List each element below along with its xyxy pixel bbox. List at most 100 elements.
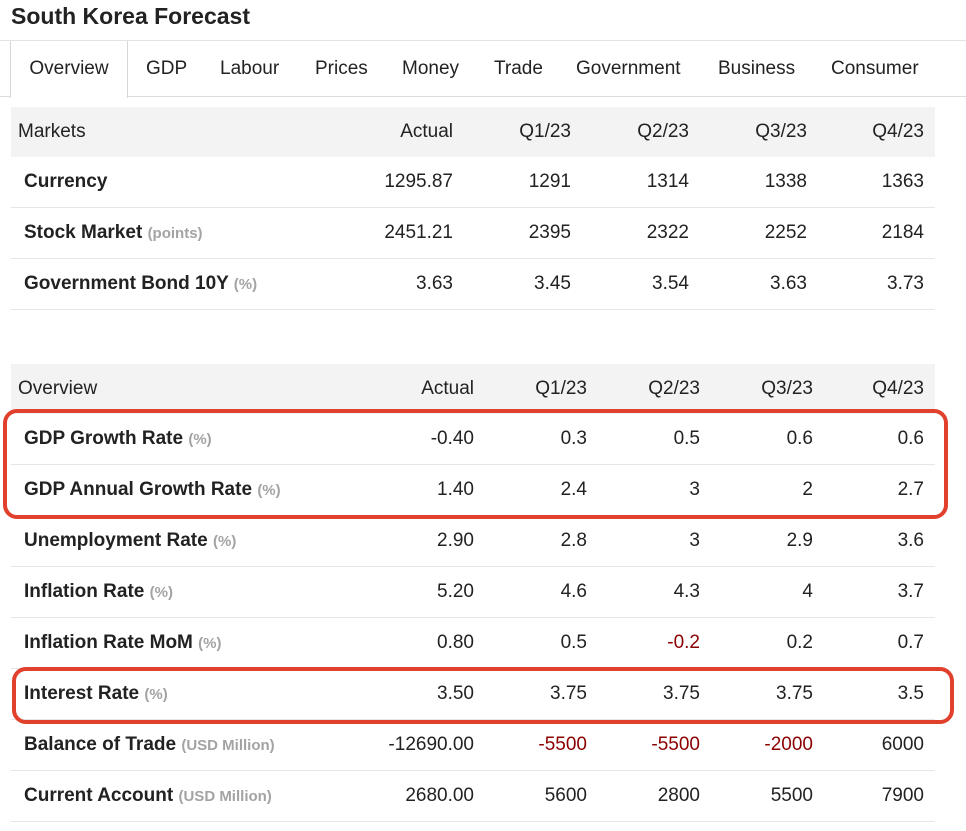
tab-business[interactable]: Business [718, 58, 796, 79]
table-cell: 3.5 [813, 668, 935, 720]
table-cell: 2.4 [474, 464, 587, 516]
table-cell: 3.75 [474, 668, 587, 720]
tab-gdp[interactable]: GDP [146, 58, 188, 79]
table-cell: 5500 [700, 770, 813, 822]
row-label[interactable]: Balance of Trade (USD Million) [11, 719, 361, 771]
table-cell: 3.63 [689, 258, 807, 310]
table-cell: 3.54 [571, 258, 689, 310]
table-cell: 6000 [813, 719, 935, 771]
row-label[interactable]: GDP Annual Growth Rate (%) [11, 464, 361, 516]
overview-header-q3: Q3/23 [700, 364, 813, 414]
row-label[interactable]: Current Account (USD Million) [11, 770, 361, 822]
table-cell: 0.7 [813, 617, 935, 669]
table-cell: 1314 [571, 157, 689, 208]
row-label[interactable]: GDP Growth Rate (%) [11, 414, 361, 465]
table-cell: 1363 [807, 157, 935, 208]
tab-trade[interactable]: Trade [494, 58, 543, 79]
table-row: Balance of Trade (USD Million) -12690.00-… [11, 719, 935, 771]
tab-labour[interactable]: Labour [220, 58, 280, 79]
table-cell: 1295.87 [341, 157, 453, 208]
table-cell: 0.6 [700, 414, 813, 465]
table-cell: 0.6 [813, 414, 935, 465]
row-name[interactable]: Current Account [24, 785, 174, 806]
row-label[interactable]: Interest Rate (%) [11, 668, 361, 720]
table-cell: 3.63 [341, 258, 453, 310]
table-cell: 1291 [453, 157, 571, 208]
table-cell: 0.5 [587, 414, 700, 465]
table-row: Stock Market (points) 2451.21 2395 2322 … [11, 207, 935, 259]
overview-header-q2: Q2/23 [587, 364, 700, 414]
table-cell: 3.7 [813, 566, 935, 618]
unit-label: (points) [147, 225, 203, 242]
table-cell: 4.3 [587, 566, 700, 618]
markets-header-actual: Actual [341, 107, 453, 157]
table-cell: 4 [700, 566, 813, 618]
unit-label: (USD Million) [181, 737, 275, 754]
table-cell: 2395 [453, 207, 571, 259]
table-cell: -2000 [700, 719, 813, 771]
row-name[interactable]: Government Bond 10Y [24, 273, 229, 294]
overview-header-q4: Q4/23 [813, 364, 935, 414]
table-cell: 2184 [807, 207, 935, 259]
table-row: Interest Rate (%) 3.50 3.75 3.75 3.75 3.5 [11, 668, 935, 720]
row-label[interactable]: Government Bond 10Y (%) [11, 258, 341, 310]
row-name[interactable]: Balance of Trade [24, 734, 177, 755]
row-name[interactable]: Currency [24, 171, 108, 192]
unit-label: (%) [188, 431, 212, 448]
row-label[interactable]: Stock Market (points) [11, 207, 341, 259]
overview-table: Overview Actual Q1/23 Q2/23 Q3/23 Q4/23 … [11, 364, 935, 822]
unit-label: (%) [233, 276, 258, 293]
table-cell: 3.75 [700, 668, 813, 720]
row-name[interactable]: GDP Annual Growth Rate [24, 479, 253, 500]
table-cell: 2 [700, 464, 813, 516]
unit-label: (USD Million) [178, 788, 272, 805]
unit-label: (%) [212, 533, 237, 550]
overview-header-row: Overview Actual Q1/23 Q2/23 Q3/23 Q4/23 [11, 364, 935, 414]
table-cell: -5500 [474, 719, 587, 771]
page-title: South Korea Forecast [11, 3, 250, 29]
row-label[interactable]: Currency [11, 157, 341, 208]
table-row: Currency 1295.87 1291 1314 1338 1363 [11, 157, 935, 208]
tab-consumer[interactable]: Consumer [831, 58, 919, 79]
row-label[interactable]: Inflation Rate MoM (%) [11, 617, 361, 669]
table-cell: 0.5 [474, 617, 587, 669]
table-cell: 0.2 [700, 617, 813, 669]
tab-prices[interactable]: Prices [315, 58, 368, 79]
tab-overview[interactable]: Overview [10, 41, 128, 98]
table-cell: 2322 [571, 207, 689, 259]
table-cell: 0.3 [474, 414, 587, 465]
row-name[interactable]: Inflation Rate [24, 581, 145, 602]
row-name[interactable]: Inflation Rate MoM [24, 632, 193, 653]
row-name[interactable]: GDP Growth Rate [24, 428, 184, 449]
table-row: GDP Annual Growth Rate (%) 1.40 2.4 3 2 2.7 [11, 464, 935, 516]
row-name[interactable]: Interest Rate [24, 683, 140, 704]
table-cell: 5600 [474, 770, 587, 822]
table-cell: -0.2 [587, 617, 700, 669]
table-row: Unemployment Rate (%) 2.90 2.8 3 2.9 3.6 [11, 515, 935, 567]
table-cell: 3.73 [807, 258, 935, 310]
table-cell: 1338 [689, 157, 807, 208]
table-row: Government Bond 10Y (%) 3.63 3.45 3.54 3… [11, 258, 935, 310]
row-label[interactable]: Inflation Rate (%) [11, 566, 361, 618]
table-cell: 2.90 [361, 515, 474, 567]
row-name[interactable]: Unemployment Rate [24, 530, 208, 551]
row-label[interactable]: Unemployment Rate (%) [11, 515, 361, 567]
table-cell: 5.20 [361, 566, 474, 618]
table-cell: 2800 [587, 770, 700, 822]
row-name[interactable]: Stock Market [24, 222, 143, 243]
table-cell: 7900 [813, 770, 935, 822]
unit-label: (%) [198, 635, 222, 652]
overview-header-actual: Actual [361, 364, 474, 414]
table-row: Inflation Rate (%) 5.20 4.6 4.3 4 3.7 [11, 566, 935, 618]
markets-header-label: Markets [11, 107, 341, 157]
tab-government[interactable]: Government [576, 58, 681, 79]
overview-header-q1: Q1/23 [474, 364, 587, 414]
markets-header-q2: Q2/23 [571, 107, 689, 157]
table-cell: -12690.00 [361, 719, 474, 771]
table-cell: 3.50 [361, 668, 474, 720]
table-cell: -5500 [587, 719, 700, 771]
table-cell: 2451.21 [341, 207, 453, 259]
table-cell: 2252 [689, 207, 807, 259]
tab-money[interactable]: Money [402, 58, 460, 79]
table-row: GDP Growth Rate (%) -0.40 0.3 0.5 0.6 0.6 [11, 414, 935, 465]
